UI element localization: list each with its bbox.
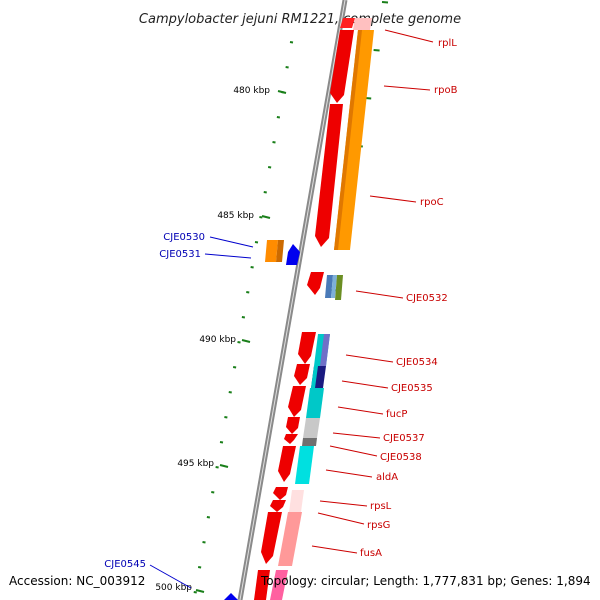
gene-arrow-aldA bbox=[278, 446, 296, 482]
scale-tick-outer-0 bbox=[381, 1, 389, 4]
category-bar-CJE0535-b bbox=[311, 366, 318, 388]
category-bar-CJE0534-b bbox=[320, 334, 330, 366]
scale-tick-inner-8 bbox=[254, 241, 259, 244]
gene-labels: rplL rpoB rpoC CJE0530 CJE0531 CJE0532 C… bbox=[104, 38, 457, 570]
category-bar-rplL bbox=[353, 18, 372, 30]
gene-label-CJE0530: CJE0530 bbox=[163, 232, 205, 243]
category-bar-CJE0530-b bbox=[276, 240, 284, 262]
scale-labels: 480 kbp 485 kbp 490 kbp 495 kbp 500 kbp bbox=[155, 86, 287, 593]
backbone bbox=[237, 0, 348, 600]
scale-tick-inner-18 bbox=[211, 491, 215, 494]
gene-label-CJE0534: CJE0534 bbox=[396, 357, 438, 368]
category-bar-rpsL-rpsG bbox=[289, 490, 304, 512]
genome-summary-text: Topology: circular; Length: 1,777,831 bp… bbox=[261, 574, 591, 588]
scale-tick-inner-4 bbox=[272, 141, 276, 144]
scale-tick-inner-20 bbox=[202, 541, 206, 544]
accession-text: Accession: NC_003912 bbox=[9, 574, 146, 588]
gene-label-rpoB: rpoB bbox=[434, 85, 458, 96]
gene-arrow-CJE0532 bbox=[307, 272, 324, 295]
scale-tick-inner-0 bbox=[289, 41, 294, 44]
scale-tick-inner-21 bbox=[197, 566, 202, 569]
gene-arrow-rpsG bbox=[270, 500, 286, 512]
category-bar-rpoB-rpoC-shade bbox=[334, 30, 362, 250]
category-bar-CJE0537 bbox=[303, 418, 320, 438]
scale-label-500: 500 kbp bbox=[155, 583, 192, 593]
gene-arrow-rplL bbox=[340, 18, 355, 28]
scale-tick-inner-3 bbox=[276, 116, 281, 119]
gene-arrow-CJE0535 bbox=[294, 364, 310, 385]
gene-label-fusA: fusA bbox=[360, 548, 382, 559]
category-bar-CJE0538 bbox=[302, 438, 317, 446]
category-bar-fucP bbox=[306, 388, 324, 418]
scale-label-490: 490 kbp bbox=[199, 335, 236, 345]
category-bar-CJE0532-b bbox=[331, 275, 337, 298]
map-title: Campylobacter jejuni RM1221, complete ge… bbox=[139, 12, 461, 27]
scale-tick-inner-15 bbox=[224, 416, 228, 419]
category-bar-fusA bbox=[278, 512, 302, 566]
category-bar-CJE0532-a bbox=[325, 275, 333, 298]
gene-label-CJE0531: CJE0531 bbox=[159, 249, 201, 260]
category-bar-CJE0532-c bbox=[335, 275, 343, 300]
gene-arrow-rpoC bbox=[315, 104, 343, 247]
scale-label-485: 485 kbp bbox=[217, 211, 254, 221]
scale-tick-inner-5 bbox=[267, 166, 272, 169]
scale-tick-inner-9 bbox=[250, 266, 254, 269]
gene-arrow-rpoB bbox=[330, 30, 354, 103]
gene-arrow-CJE0545 bbox=[224, 593, 238, 600]
scale-label-480: 480 kbp bbox=[233, 86, 270, 96]
gene-label-rpsL: rpsL bbox=[370, 501, 392, 512]
label-leader-lines bbox=[149, 29, 434, 589]
gene-label-rplL: rplL bbox=[438, 38, 457, 49]
gene-label-CJE0538: CJE0538 bbox=[380, 452, 422, 463]
gene-label-CJE0537: CJE0537 bbox=[383, 433, 425, 444]
scale-tick-inner-6 bbox=[263, 191, 267, 194]
category-bar-CJE0530 bbox=[265, 240, 278, 262]
category-bars bbox=[265, 18, 374, 600]
scale-tick-outer-1 bbox=[373, 49, 380, 52]
scale-tick-inner-11 bbox=[241, 316, 246, 319]
scale-tick-inner-14 bbox=[228, 391, 232, 394]
gene-label-CJE0545: CJE0545 bbox=[104, 559, 146, 570]
gene-arrow-CJE0534 bbox=[298, 332, 316, 364]
gene-label-rpoC: rpoC bbox=[420, 197, 444, 208]
scale-tick-inner-1 bbox=[285, 66, 289, 69]
gene-arrow-bottom-1 bbox=[254, 570, 270, 600]
scale-tick-inner-16 bbox=[219, 441, 224, 444]
category-bar-aldA bbox=[295, 446, 314, 484]
scale-tick-inner-22 bbox=[193, 591, 197, 594]
gene-label-CJE0532: CJE0532 bbox=[406, 293, 448, 304]
gene-arrow-CJE0537 bbox=[286, 417, 300, 434]
scale-tick-inner-10 bbox=[246, 291, 250, 294]
gene-label-aldA: aldA bbox=[376, 472, 398, 483]
gene-arrow-rpsL bbox=[273, 487, 288, 500]
scale-tick-inner-13 bbox=[232, 366, 237, 369]
scale-tick-inner-17 bbox=[215, 466, 219, 469]
scale-tick-inner-12 bbox=[237, 341, 241, 344]
scale-tick-inner-19 bbox=[206, 516, 211, 519]
cds-plus-strand bbox=[254, 18, 355, 600]
gene-label-CJE0535: CJE0535 bbox=[391, 383, 433, 394]
scale-tick-inner-7 bbox=[259, 216, 263, 219]
cds-minus-strand bbox=[224, 244, 300, 600]
gene-arrow-CJE0531 bbox=[286, 244, 300, 265]
gene-arrow-fusA bbox=[261, 512, 282, 564]
category-bar-bottom bbox=[270, 570, 288, 600]
gene-label-rpsG: rpsG bbox=[367, 520, 390, 531]
gene-label-fucP: fucP bbox=[386, 409, 407, 420]
gene-arrow-fucP bbox=[288, 386, 306, 417]
scale-label-495: 495 kbp bbox=[177, 459, 214, 469]
gene-arrow-CJE0538 bbox=[284, 434, 298, 444]
